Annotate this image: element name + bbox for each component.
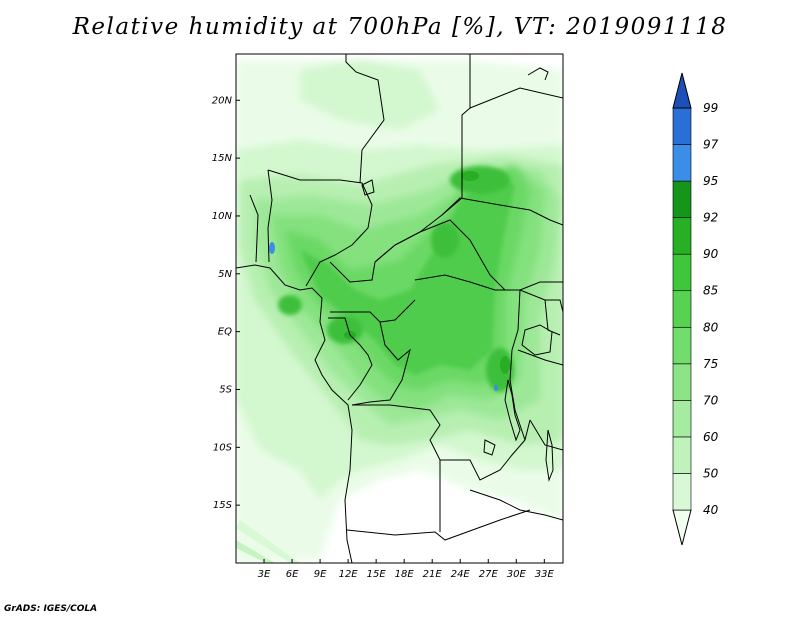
- colorbar-label: 90: [703, 247, 719, 261]
- lake-victoria: [521, 324, 553, 356]
- border-drc-angola: [352, 404, 531, 481]
- colorbar-segment: [672, 326, 692, 365]
- colorbar-segment: [672, 290, 692, 328]
- lon-tick-label: 30E: [507, 569, 527, 580]
- border-car-north: [374, 219, 520, 291]
- lon-tick-label: 6E: [286, 569, 299, 580]
- humidity-85-90: [300, 175, 515, 375]
- lake-chad: [361, 179, 375, 196]
- lake-malawi: [545, 429, 554, 482]
- lake-mweru: [483, 439, 496, 456]
- lon-tick-label: 18E: [395, 569, 415, 580]
- colorbar-max-arrow: [672, 72, 692, 109]
- lon-tick-label: 24E: [451, 569, 471, 580]
- coastline-west-africa: [236, 264, 353, 563]
- border-benin: [249, 194, 259, 263]
- border-sudan-ssudan: [441, 197, 563, 226]
- colorbar-label: 85: [703, 284, 718, 298]
- humidity-50-60-north: [300, 60, 440, 130]
- border-nigeria-west: [267, 169, 273, 263]
- border-tanzania: [517, 349, 563, 366]
- humidity-sw-streak: [236, 540, 275, 563]
- lat-tick-label: 10S: [213, 442, 233, 453]
- lon-tick-label: 12E: [339, 569, 359, 580]
- colorbar-label: 92: [703, 211, 718, 225]
- humidity-field: [236, 54, 563, 563]
- grads-credit: GrADS: IGES/COLA: [4, 604, 98, 614]
- humidity-92-95-patch: [461, 171, 479, 181]
- colorbar-label: 40: [703, 503, 719, 517]
- lat-tick-label: 5S: [219, 384, 232, 395]
- humidity-90-92-patch: [327, 316, 363, 344]
- lon-tick-label: 15E: [367, 569, 387, 580]
- border-uganda: [519, 289, 563, 313]
- border-ssudan-drc: [414, 274, 563, 291]
- humidity-90-92-patch: [431, 222, 459, 258]
- colorbar-label: 75: [703, 357, 718, 371]
- colorbar-label: 97: [703, 138, 719, 152]
- border-zambia-mozambique: [529, 419, 563, 451]
- colorbar-segment: [672, 400, 692, 438]
- colorbar-label: 80: [703, 320, 719, 334]
- lake-tanganyika: [504, 379, 521, 442]
- colorbar-segment: [672, 107, 692, 145]
- border-cameroon-congo: [330, 299, 416, 323]
- border-angola-south: [346, 509, 531, 541]
- border-libya-sudan: [469, 87, 563, 109]
- lon-tick-label: 3E: [258, 569, 271, 580]
- border-chad-west: [345, 54, 385, 184]
- colorbar-segment: [672, 363, 692, 401]
- lon-tick-label: 33E: [535, 569, 555, 580]
- map-title: Relative humidity at 700hPa [%], VT: 201…: [72, 14, 728, 40]
- humidity-90-92-patch: [278, 295, 302, 315]
- border-congo-drc: [351, 321, 411, 406]
- nile-red-sea-coast: [527, 67, 549, 81]
- latitude-axis: 20N 15N 10N 5N EQ 5S 10S 15S: [212, 95, 240, 511]
- lat-tick-label: EQ: [218, 327, 232, 338]
- humidity-90-92-patch: [450, 166, 510, 194]
- humidity-97-spot: [494, 385, 498, 391]
- longitude-axis: 3E 6E 9E 12E 15E 18E 21E 24E 27E 30E 33E: [258, 559, 555, 580]
- colorbar-segment: [672, 253, 692, 292]
- border-zambia-south: [469, 489, 563, 521]
- border-drc-east: [509, 289, 526, 441]
- colorbar-segment: [672, 180, 692, 218]
- humidity-sw-streak: [236, 520, 300, 563]
- border-nigeria: [267, 169, 373, 287]
- colorbar-segment: [672, 217, 692, 255]
- colorbar-label: 60: [703, 430, 719, 444]
- humidity-97-spot: [269, 242, 275, 254]
- colorbar-label: 99: [703, 101, 718, 115]
- lat-tick-label: 5N: [218, 269, 232, 280]
- map-frame: [235, 53, 564, 564]
- country-borders: [236, 54, 563, 563]
- colorbar-label: 70: [703, 393, 719, 407]
- lat-tick-label: 15N: [212, 153, 233, 164]
- colorbar-min-arrow: [672, 509, 692, 546]
- lon-tick-label: 9E: [314, 569, 327, 580]
- colorbar-label: 50: [703, 466, 719, 480]
- border-gabon: [328, 317, 373, 401]
- humidity-92-95-patch: [500, 356, 510, 374]
- colorbar: 40 50 60 70 75 80 85 90 92 95 97 99: [672, 72, 719, 546]
- colorbar-segment: [672, 144, 692, 182]
- lat-tick-label: 10N: [212, 211, 233, 222]
- colorbar-segment: [672, 473, 692, 511]
- lon-tick-label: 27E: [479, 569, 499, 580]
- lat-tick-label: 15S: [213, 500, 233, 511]
- colorbar-label: 95: [703, 174, 718, 188]
- colorbar-segment: [672, 436, 692, 474]
- lon-tick-label: 21E: [423, 569, 443, 580]
- lat-tick-label: 20N: [212, 95, 233, 106]
